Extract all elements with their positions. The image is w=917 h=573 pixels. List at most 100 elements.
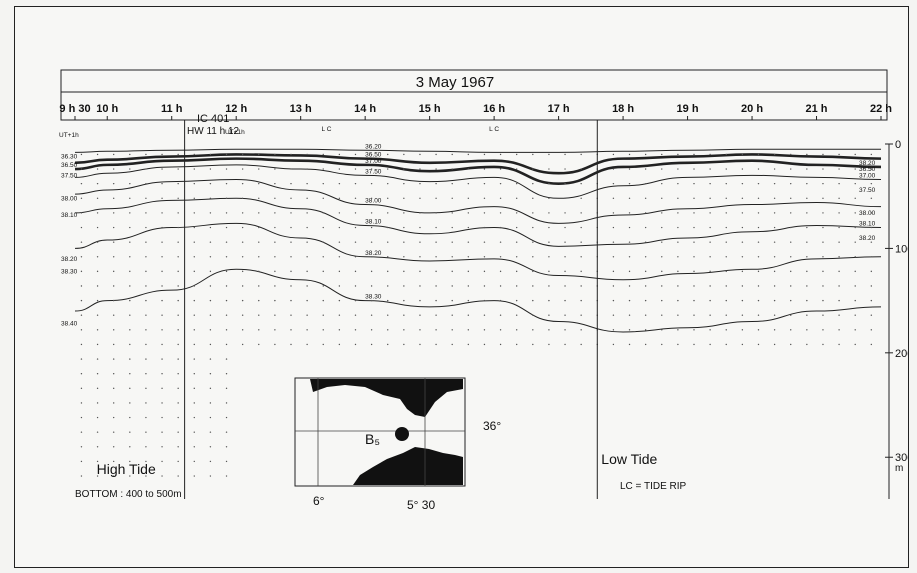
station-dot [225,373,228,375]
station-dot [548,168,550,170]
station-dot [161,416,163,419]
station-dot [354,153,357,156]
station-dot [306,241,308,243]
station-dot [564,241,566,243]
station-dot [532,314,534,316]
station-dot [177,446,179,448]
station-dot [387,270,389,273]
station-dot [467,329,470,331]
station-dot [354,343,357,346]
station-dot [467,314,470,316]
station-dot [96,314,99,316]
station-dot [80,168,83,170]
station-dot [145,256,147,258]
station-dot [241,285,244,287]
station-dot [419,153,421,156]
station-dot [757,168,760,170]
station-dot [161,256,163,258]
station-dot [515,329,518,331]
station-dot [274,329,276,331]
contour-line [74,222,882,281]
station-dot [532,343,534,346]
station-dot [741,168,744,170]
station-dot [161,343,163,346]
station-dot [112,226,115,229]
station-dot [354,197,357,199]
station-dot [80,182,83,185]
station-dot [209,446,212,448]
station-dot [709,168,711,170]
station-dot [693,285,695,287]
station-dot [822,343,824,346]
station-dot [112,373,115,375]
station-dot [306,153,308,156]
station-dot [112,270,115,273]
station-dot [451,329,453,331]
station-dot [209,153,212,156]
station-dot [354,241,357,243]
station-dot [661,197,663,199]
station-dot [709,270,711,273]
station-dot [129,153,131,156]
station-dot [790,285,792,287]
station-dot [145,168,147,170]
station-dot [644,226,647,229]
station-dot [483,343,486,346]
isoline-labels: 36.3036.5037.5038.0038.1038.2038.3038.40… [61,154,876,328]
station-dot [322,197,324,199]
station-dot [129,460,131,463]
station-dot [757,314,760,316]
station-dot [96,402,99,404]
station-dot [564,299,566,302]
station-dot [741,182,744,185]
station-dot [612,285,615,287]
station-dot [548,270,550,273]
station-dot [773,270,776,273]
station-dot [209,212,212,214]
station-dot [451,241,453,243]
station-dot [644,182,647,185]
station-dot [515,343,518,346]
station-dot [225,402,228,404]
station-dot [177,153,179,156]
station-dot [612,314,615,316]
station-dot [258,153,260,156]
station-dot [258,299,260,302]
station-dot [499,241,502,243]
station-dot [515,241,518,243]
station-dot [773,197,776,199]
station-dot [112,402,115,404]
station-dot [515,168,518,170]
station-dot [403,270,405,273]
station-dot [677,256,679,258]
station-dot [80,329,83,331]
station-dot [580,314,582,316]
station-dot [838,153,840,156]
station-dot [419,270,421,273]
station-dot [274,299,276,302]
station-dot [225,270,228,273]
station-dot [435,212,437,214]
station-dot [193,226,195,229]
station-dot [644,256,647,258]
station-dot [387,182,389,185]
station-dot [499,299,502,302]
station-dot [628,343,631,346]
station-dot [129,241,131,243]
station-dot [129,197,131,199]
station-dot [548,153,550,156]
station-dot [532,212,534,214]
station-dot [403,241,405,243]
station-dot [661,168,663,170]
station-dot [322,212,324,214]
station-dot [693,270,695,273]
station-dot [548,329,550,331]
station-dot [258,197,260,199]
station-dot [96,299,99,302]
station-dot [419,226,421,229]
station-dot [661,343,663,346]
station-dot [435,270,437,273]
station-dot [661,285,663,287]
